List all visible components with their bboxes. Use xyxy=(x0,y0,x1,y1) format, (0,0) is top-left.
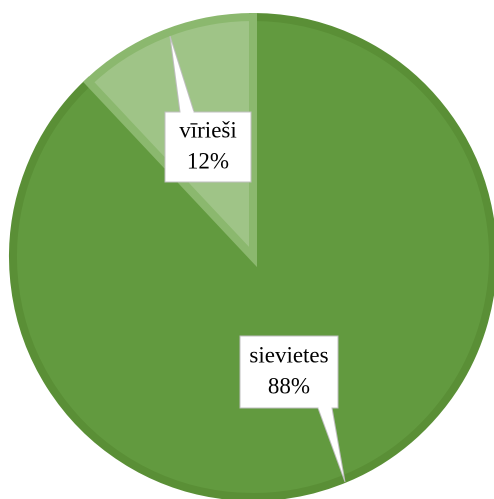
slice-category-label: sievietes xyxy=(249,342,328,367)
slice-value-label: 88% xyxy=(268,373,310,398)
slice-value-label: 12% xyxy=(187,148,229,173)
pie-slice xyxy=(9,12,494,499)
callout-pointer xyxy=(169,35,195,113)
callout-box xyxy=(164,111,252,183)
slice-category-label: vīrieši xyxy=(179,117,237,142)
callout-pointer xyxy=(317,407,346,483)
callout-box xyxy=(239,335,339,409)
